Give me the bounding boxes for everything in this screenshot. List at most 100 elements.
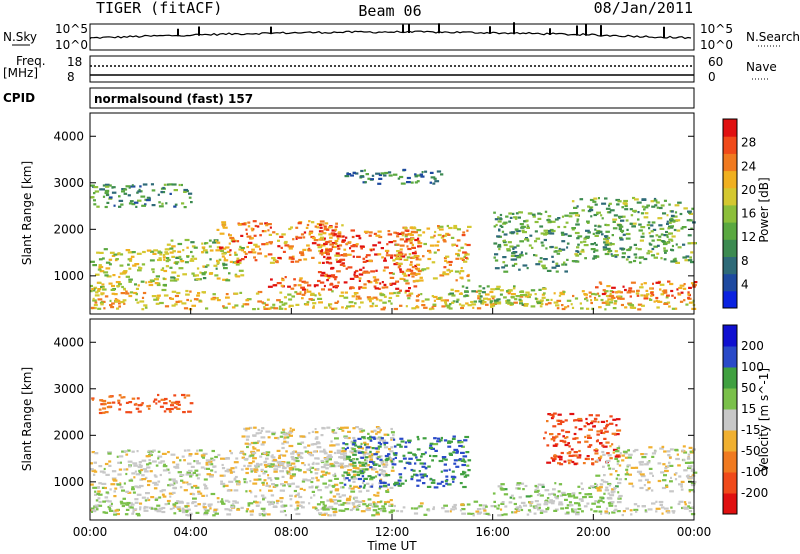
heatmap-cell <box>587 445 591 448</box>
heatmap-cell <box>596 459 600 462</box>
heatmap-cell <box>299 504 303 507</box>
heatmap-cell <box>293 284 296 287</box>
heatmap-cell <box>663 234 668 237</box>
heatmap-cell <box>98 482 102 485</box>
heatmap-cell <box>394 257 400 260</box>
heatmap-cell <box>161 506 166 510</box>
heatmap-cell <box>661 486 667 490</box>
heatmap-cell <box>461 463 466 467</box>
heatmap-cell <box>104 411 109 414</box>
heatmap-cell <box>147 483 151 487</box>
heatmap-cell <box>336 427 339 430</box>
heatmap-cell <box>257 440 261 443</box>
heatmap-cell <box>678 475 682 478</box>
heatmap-cell <box>552 444 558 447</box>
heatmap-cell <box>373 453 378 456</box>
heatmap-cell <box>319 281 325 284</box>
heatmap-cell <box>202 249 208 252</box>
heatmap-cell <box>368 460 374 463</box>
nave-tick-top: 60 <box>708 55 723 69</box>
heatmap-cell <box>541 244 545 247</box>
heatmap-cell <box>251 248 255 251</box>
colorbar-tick-label: 12 <box>741 230 756 244</box>
heatmap-cell <box>633 503 638 506</box>
nsearch-tick-bottom: 10^0 <box>700 38 733 52</box>
heatmap-cell <box>252 457 257 460</box>
heatmap-cell <box>142 468 147 471</box>
heatmap-cell <box>253 478 259 481</box>
heatmap-cell <box>433 486 439 489</box>
heatmap-cell <box>604 510 608 513</box>
heatmap-cell <box>363 443 367 446</box>
heatmap-cell <box>104 274 109 277</box>
heatmap-cell <box>195 474 199 477</box>
heatmap-cell <box>646 293 650 296</box>
heatmap-cell <box>288 298 293 301</box>
heatmap-cell <box>113 490 116 493</box>
heatmap-cell <box>197 492 200 495</box>
heatmap-cell <box>241 222 246 226</box>
heatmap-cell <box>186 394 191 397</box>
heatmap-cell <box>288 256 294 259</box>
heatmap-cell <box>456 228 461 231</box>
heatmap-cell <box>374 287 379 290</box>
heatmap-cell <box>336 493 341 496</box>
heatmap-cell <box>416 479 422 482</box>
heatmap-cell <box>537 217 542 220</box>
heatmap-cell <box>146 466 151 469</box>
heatmap-cell <box>125 290 128 293</box>
heatmap-cell <box>519 223 524 226</box>
heatmap-cell <box>672 258 677 261</box>
heatmap-cell <box>576 205 579 208</box>
heatmap-cell <box>414 462 417 465</box>
heatmap-cell <box>451 437 456 440</box>
heatmap-cell <box>561 307 566 311</box>
heatmap-cell <box>328 450 333 453</box>
heatmap-cell <box>385 460 388 464</box>
heatmap-cell <box>136 397 140 400</box>
heatmap-cell <box>370 178 374 181</box>
heatmap-cell <box>580 241 583 244</box>
heatmap-cell <box>624 306 628 309</box>
heatmap-cell <box>122 271 128 274</box>
heatmap-cell <box>426 267 430 270</box>
heatmap-cell <box>461 508 466 511</box>
heatmap-cell <box>581 248 585 252</box>
heatmap-cell <box>566 242 570 245</box>
heatmap-cell <box>426 227 431 230</box>
heatmap-cell <box>108 258 113 261</box>
heatmap-cell <box>622 233 626 236</box>
heatmap-cell <box>318 292 321 295</box>
heatmap-cell <box>208 239 212 242</box>
heatmap-cell <box>297 222 302 225</box>
heatmap-cell <box>161 288 167 292</box>
heatmap-cell <box>666 241 670 244</box>
heatmap-cell <box>393 254 396 257</box>
heatmap-cell <box>320 244 326 247</box>
heatmap-cell <box>375 269 378 272</box>
heatmap-cell <box>218 258 222 261</box>
heatmap-cell <box>555 262 559 265</box>
heatmap-cell <box>687 259 693 262</box>
heatmap-cell <box>123 482 126 485</box>
heatmap-cell <box>355 297 358 301</box>
heatmap-cell <box>591 458 594 461</box>
heatmap-cell <box>667 227 671 230</box>
heatmap-cell <box>344 436 349 439</box>
heatmap-cell <box>553 250 558 253</box>
heatmap-cell <box>311 490 315 493</box>
heatmap-cell <box>278 454 281 458</box>
heatmap-cell <box>180 260 185 263</box>
heatmap-cell <box>169 507 173 511</box>
heatmap-cell <box>580 307 584 310</box>
heatmap-cell <box>315 436 319 439</box>
heatmap-cell <box>553 439 556 442</box>
heatmap-cell <box>291 458 296 461</box>
heatmap-cell <box>362 286 367 289</box>
heatmap-cell <box>414 255 419 258</box>
heatmap-cell <box>683 507 689 510</box>
heatmap-cell <box>282 467 287 470</box>
heatmap-cell <box>467 459 472 462</box>
heatmap-cell <box>170 453 176 456</box>
heatmap-cell <box>330 498 333 502</box>
